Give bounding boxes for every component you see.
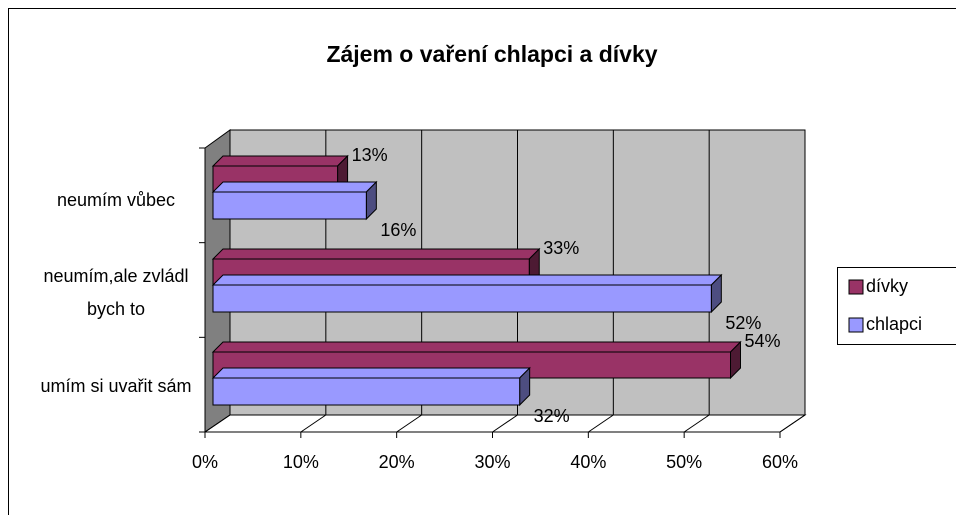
data-label: 33%: [543, 238, 579, 258]
x-tick-label: 10%: [283, 452, 319, 472]
bar-top: [213, 156, 348, 166]
bar: [213, 275, 721, 312]
x-tick-label: 30%: [474, 452, 510, 472]
legend-label: dívky: [866, 276, 908, 296]
data-label: 52%: [725, 313, 761, 333]
data-label: 54%: [745, 331, 781, 351]
x-tick-label: 40%: [570, 452, 606, 472]
y-tick-label: umím si uvařit sám: [30, 346, 202, 426]
legend-swatch: [849, 280, 863, 294]
bar-top: [213, 342, 741, 352]
category-label-box: umím si uvařit sám: [30, 346, 202, 426]
category-label-box: neumím,ale zvládl bych to: [30, 253, 202, 333]
chart-title: Zájem o vaření chlapci a dívky: [326, 41, 657, 67]
legend-swatch: [849, 318, 863, 332]
data-label: 16%: [380, 220, 416, 240]
category-label-box: neumím vůbec: [30, 160, 202, 240]
x-tick-label: 20%: [379, 452, 415, 472]
bar-top: [213, 368, 530, 378]
bar-front: [213, 192, 366, 219]
bar: [213, 368, 530, 405]
legend-label: chlapci: [866, 314, 922, 334]
data-label: 13%: [352, 145, 388, 165]
data-label: 32%: [534, 406, 570, 426]
bar-front: [213, 378, 520, 405]
x-tick-label: 0%: [192, 452, 218, 472]
y-tick-label: neumím,ale zvládl bych to: [30, 253, 202, 333]
bar-top: [213, 182, 376, 192]
bar: [213, 182, 376, 219]
bar-front: [213, 285, 711, 312]
y-tick-label: neumím vůbec: [30, 160, 202, 240]
x-tick-label: 60%: [762, 452, 798, 472]
bar-top: [213, 275, 721, 285]
bar-top: [213, 249, 539, 259]
x-tick-label: 50%: [666, 452, 702, 472]
